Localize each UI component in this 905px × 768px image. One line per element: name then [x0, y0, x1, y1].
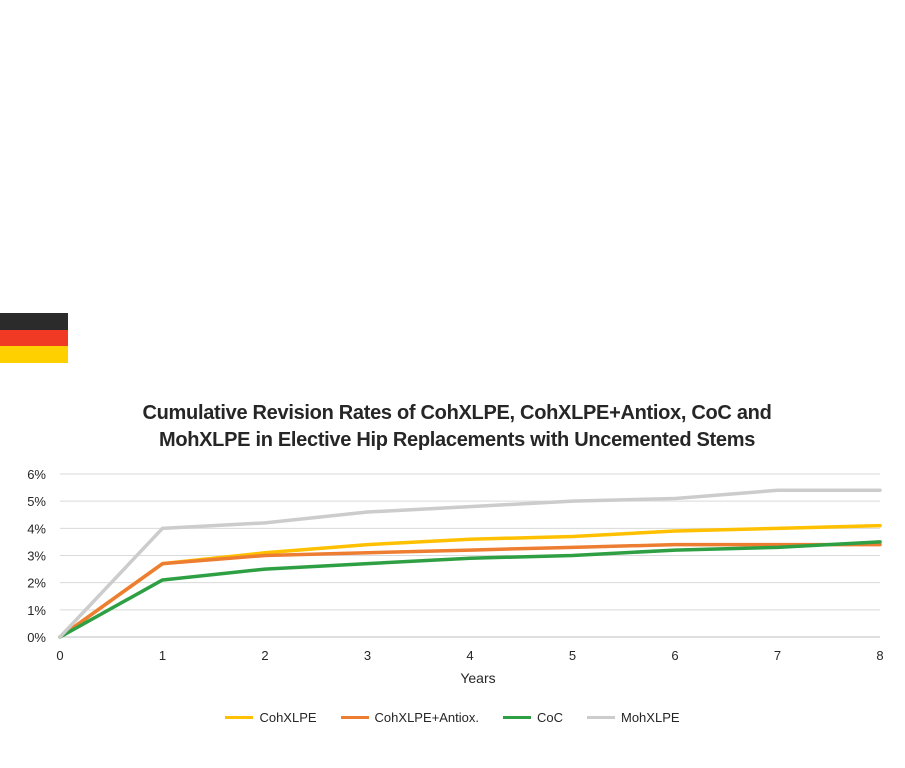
flag-stripe-red	[0, 329, 68, 347]
y-tick-label: 4%	[27, 521, 46, 536]
legend-label: CohXLPE+Antiox.	[374, 710, 479, 725]
y-tick-label: 6%	[27, 467, 46, 482]
x-tick-label: 2	[261, 648, 268, 663]
legend-label: MohXLPE	[621, 710, 680, 725]
x-tick-label: 6	[671, 648, 678, 663]
chart-title-line-2: MohXLPE in Elective Hip Replacements wit…	[158, 429, 756, 451]
y-tick-label: 2%	[27, 576, 46, 591]
legend-swatch	[587, 716, 615, 719]
x-tick-label: 3	[364, 648, 371, 663]
legend-item: CohXLPE	[225, 710, 317, 725]
series-line-mohxlpe	[58, 488, 882, 639]
legend-swatch	[340, 716, 369, 719]
series-line-cohxlpe-antiox-	[58, 542, 882, 639]
x-tick-label: 0	[56, 648, 63, 663]
chart-title-line-1: Cumulative Revision Rates of CohXLPE, Co…	[142, 402, 772, 424]
legend-label: CohXLPE	[259, 710, 317, 725]
chart-legend: CohXLPE CohXLPE+Antiox. CoC MohXLPE	[0, 710, 905, 725]
x-tick-label: 1	[159, 648, 166, 663]
chart-title: Cumulative Revision Rates of CohXLPE, Co…	[0, 400, 905, 454]
x-tick-label: 8	[876, 648, 883, 663]
x-tick-label: 4	[466, 648, 473, 663]
flag-stripe-gold	[0, 346, 68, 363]
y-tick-label: 1%	[27, 603, 46, 618]
y-tick-label: 5%	[27, 494, 46, 509]
x-tick-label: 7	[774, 648, 781, 663]
legend-item: MohXLPE	[587, 710, 680, 725]
flag-stripe-black	[0, 313, 68, 330]
x-axis-label: Years	[460, 670, 495, 686]
y-tick-label: 3%	[27, 549, 46, 564]
series-line-cohxlpe	[58, 523, 882, 639]
series-line-coc	[58, 540, 882, 639]
legend-item: CoC	[502, 710, 563, 725]
legend-swatch	[502, 716, 531, 719]
legend-label: CoC	[536, 710, 563, 725]
line-chart: 0% 1% 2% 3% 4% 5% 6% 0 1 2 3 4 5 6 7 8 Years	[27, 467, 883, 686]
y-tick-label: 0%	[27, 630, 46, 645]
legend-item: CohXLPE+Antiox.	[340, 710, 479, 725]
german-flag-icon	[0, 313, 68, 363]
x-tick-label: 5	[569, 648, 576, 663]
legend-swatch	[225, 716, 254, 719]
